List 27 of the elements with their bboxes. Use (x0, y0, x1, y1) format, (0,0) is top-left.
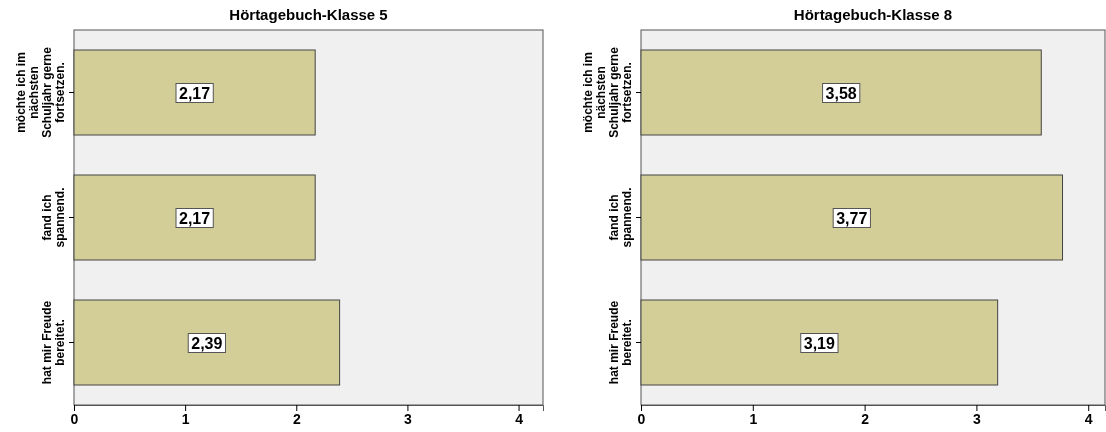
data-label: 3,58 (825, 84, 857, 102)
x-tick-label: 1 (749, 410, 758, 427)
y-tick-label: möchte ich im nächsten Schuljahr gerne fortsetzen. (14, 46, 67, 138)
x-tick-label: 0 (70, 410, 79, 427)
x-tick-label: 4 (1084, 410, 1093, 427)
x-tick-label: 3 (404, 410, 413, 427)
y-tick-label: hat mir Freude bereitet. (40, 300, 67, 385)
bar (640, 299, 999, 386)
bar (640, 49, 1042, 136)
x-tick-label: 3 (973, 410, 982, 427)
data-label: 3,77 (836, 209, 868, 227)
data-label: 2,39 (191, 334, 223, 352)
data-label: 2,17 (179, 84, 211, 102)
data-label: 3,19 (803, 334, 835, 352)
x-tick-label: 2 (292, 410, 301, 427)
bar (640, 174, 1064, 261)
x-tick-label: 2 (861, 410, 870, 427)
data-label: 2,17 (179, 209, 211, 227)
x-tick-label: 4 (515, 410, 524, 427)
chart-title: Hörtagebuch-Klasse 8 (793, 6, 953, 23)
x-tick-label: 1 (181, 410, 190, 427)
chart-title: Hörtagebuch-Klasse 5 (229, 6, 388, 23)
y-tick-label: fand ich spannend. (40, 187, 67, 248)
y-tick-label: hat mir Freude bereitet. (607, 300, 634, 385)
x-tick-label: 0 (637, 410, 646, 427)
y-tick-label: fand ich spannend. (607, 187, 634, 248)
y-tick-label: möchte ich im nächsten Schuljahr gerne fortsetzen. (581, 46, 634, 138)
